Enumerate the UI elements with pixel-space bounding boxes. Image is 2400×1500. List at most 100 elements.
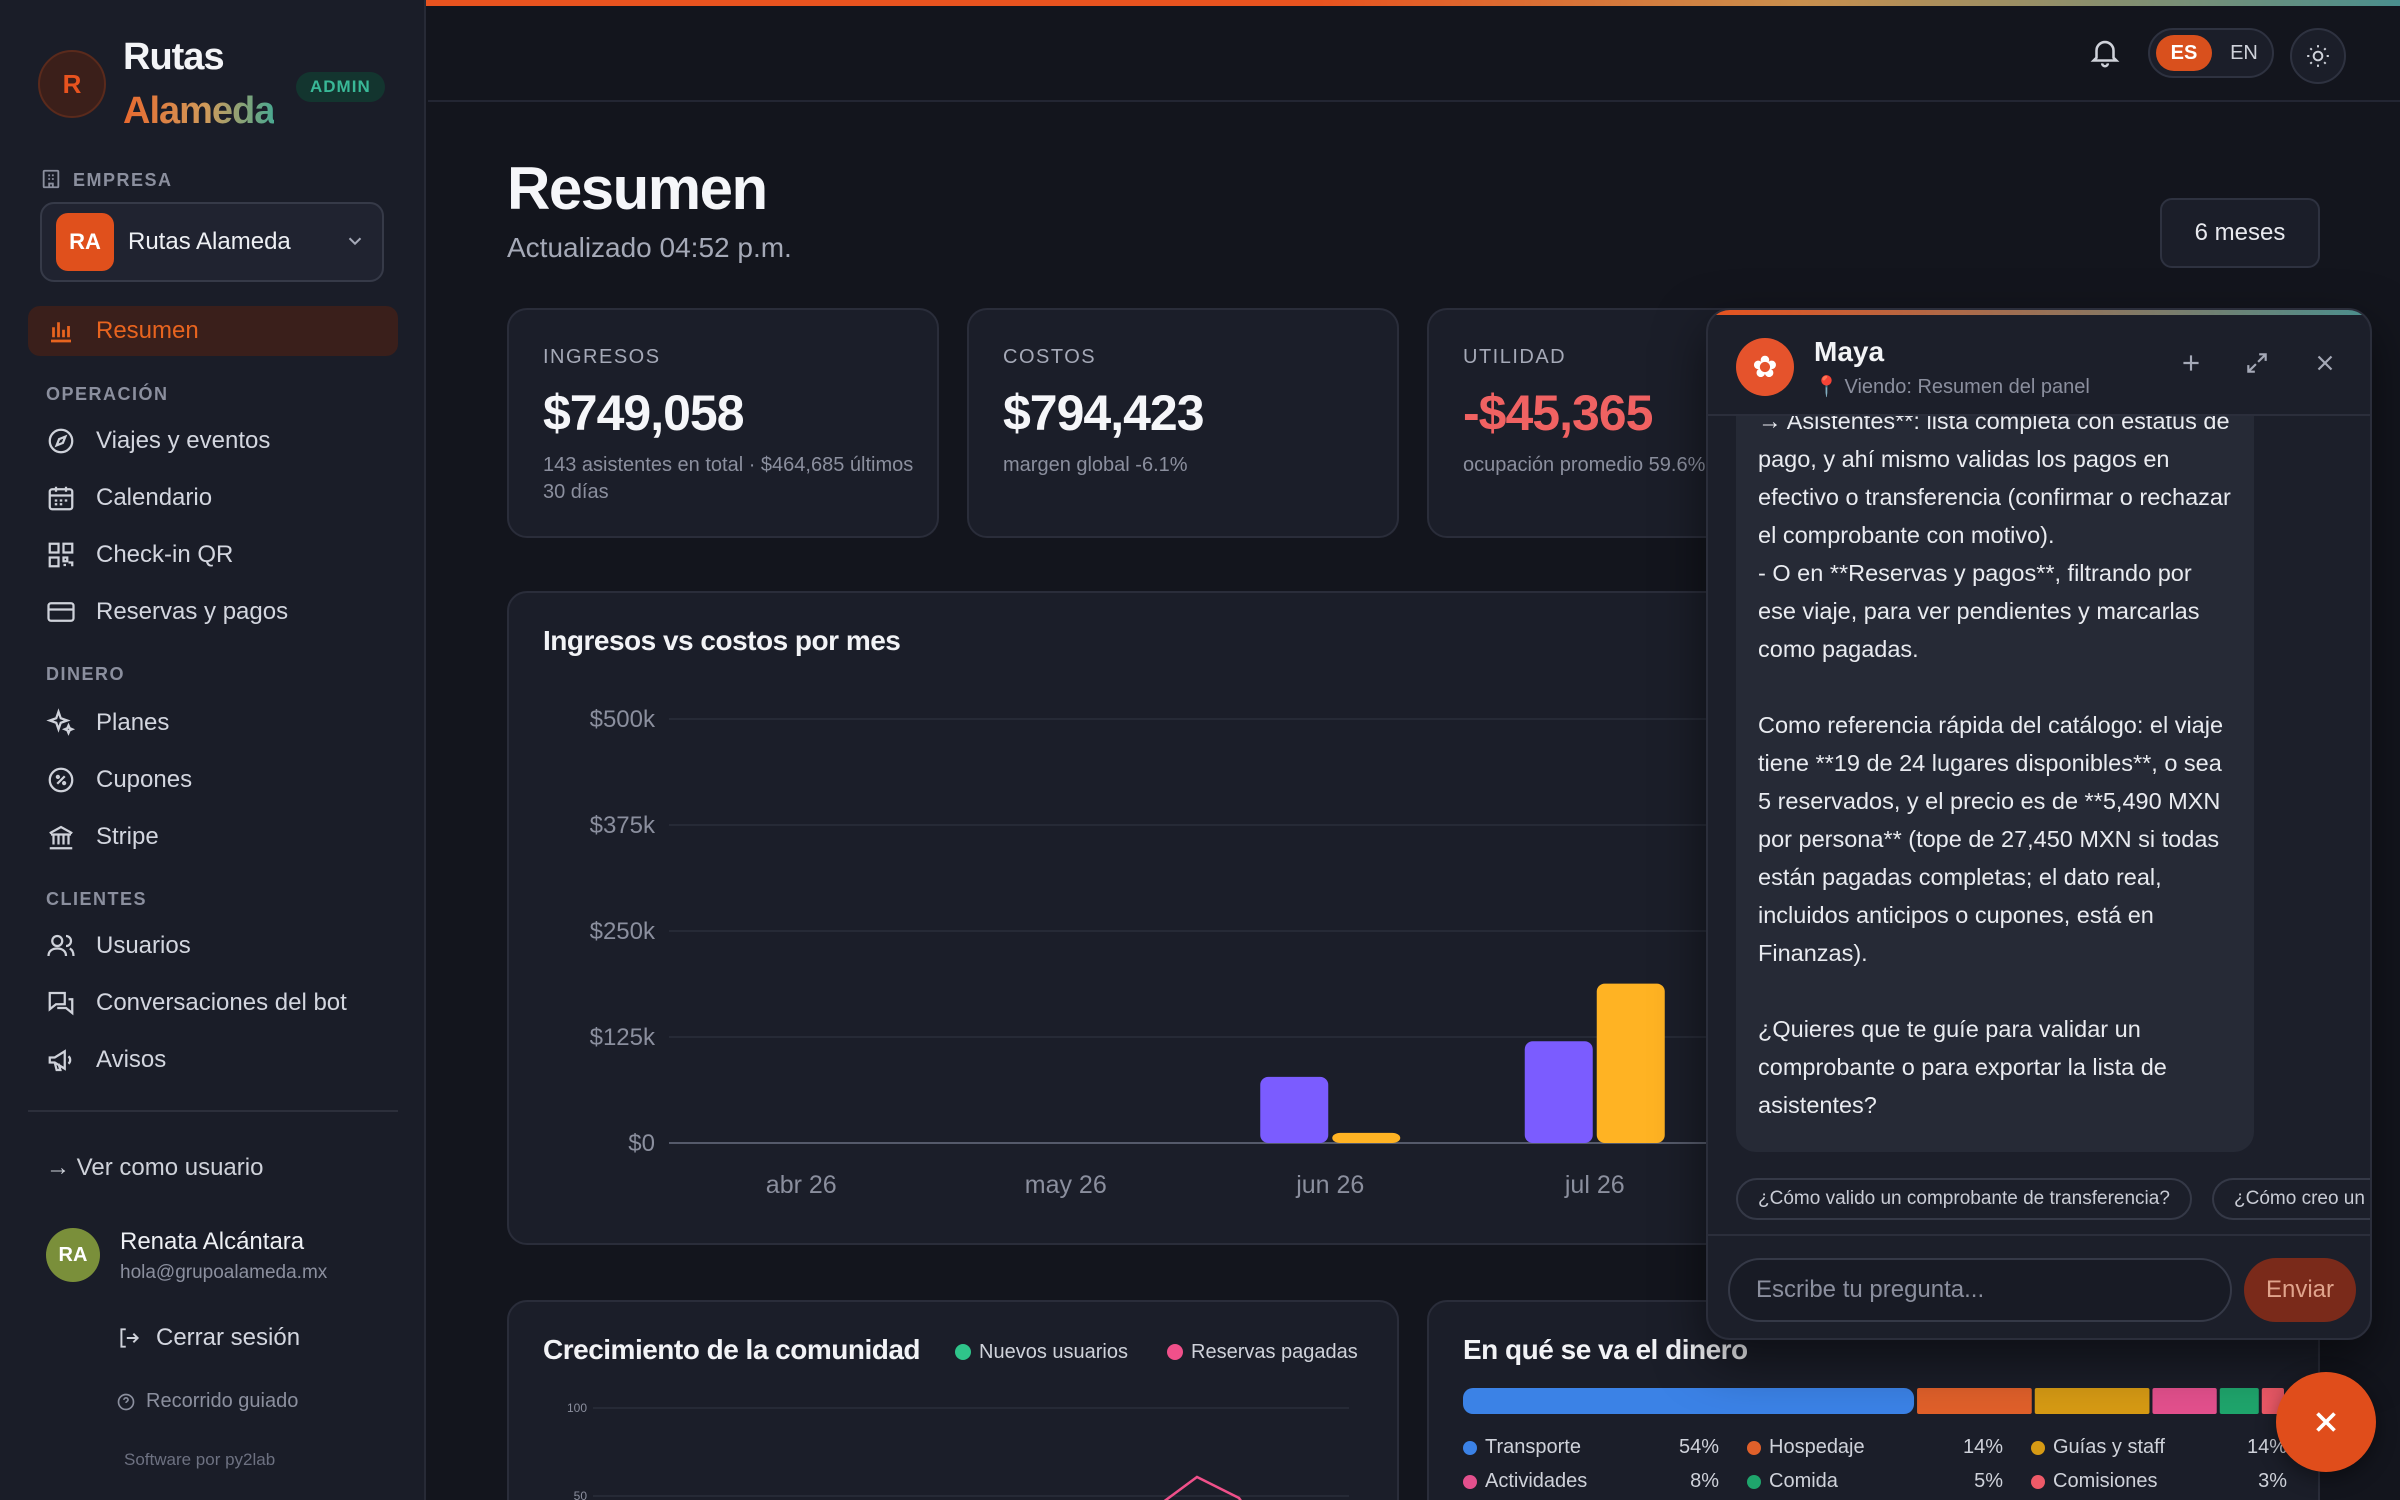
flower-icon: ✿ [1752, 350, 1778, 384]
legend-label: Guías y staff [2053, 1436, 2165, 1458]
kpi-label: COSTOS [1003, 346, 1097, 368]
period-selector[interactable]: 6 meses [2160, 198, 2320, 268]
x-tick-label: may 26 [1025, 1171, 1107, 1199]
sidebar-item-label: Conversaciones del bot [96, 989, 347, 1016]
section-label-operacion: OPERACIÓN [46, 384, 169, 404]
kpi-value: -$45,365 [1463, 385, 1653, 441]
x-tick-label: jul 26 [1564, 1171, 1625, 1199]
section-label-dinero: DINERO [46, 664, 126, 684]
sidebar-item-label: Cupones [96, 766, 193, 793]
sidebar-item-label: Check-in QR [96, 541, 234, 568]
message-text: → Asistentes**: lista completa con estat… [1758, 416, 2231, 1118]
plus-icon[interactable] [2178, 350, 2204, 376]
assistant-avatar: ✿ [1736, 338, 1794, 396]
brand-name-line2: Alameda [123, 90, 275, 132]
sidebar-item-calendario[interactable]: Calendario [28, 473, 398, 523]
user-name: Renata Alcántara [120, 1228, 305, 1255]
x-tick-label: abr 26 [766, 1171, 837, 1199]
legend-label: Actividades [1485, 1470, 1588, 1492]
logout-icon [120, 1328, 140, 1348]
kpi-label: INGRESOS [543, 346, 661, 368]
kpi-card-ingresos: INGRESOS $749,058 143 asistentes en tota… [507, 308, 939, 538]
language-en-button[interactable]: EN [2230, 41, 2258, 64]
company-section-label: EMPRESA [73, 170, 173, 190]
legend-swatch [1747, 1475, 1761, 1489]
sidebar-item-label: Calendario [96, 484, 213, 511]
sidebar-item-label: Avisos [96, 1046, 167, 1073]
credit-card-icon [47, 602, 75, 622]
language-es-button[interactable]: ES [2156, 35, 2212, 71]
y-tick-label: $250k [590, 918, 656, 945]
y-tick-label: $500k [590, 706, 656, 733]
logout-button[interactable]: Cerrar sesión [116, 1324, 300, 1352]
sidebar-item-conversaciones[interactable]: Conversaciones del bot [28, 978, 398, 1028]
close-chat-button[interactable] [2276, 1372, 2376, 1472]
updated-timestamp: Actualizado 04:52 p.m. [507, 232, 792, 263]
y-tick-label: $125k [590, 1024, 656, 1051]
kpi-subtext: 143 asistentes en total · $464,685 últim… [543, 454, 914, 503]
expand-icon[interactable] [2244, 350, 2270, 376]
sidebar-item-avisos[interactable]: Avisos [28, 1035, 398, 1085]
view-as-user-link[interactable]: → Ver como usuario [46, 1154, 264, 1181]
guided-tour-button[interactable]: Recorrido guiado [116, 1390, 298, 1413]
brand-name-line1: Rutas [123, 36, 225, 78]
chat-header: ✿ Maya 📍 Viendo: Resumen del panel [1708, 310, 2370, 416]
chat-bubbles-icon [48, 991, 74, 1016]
compass-icon [48, 428, 74, 454]
sidebar-item-label: Viajes y eventos [96, 427, 271, 454]
sidebar-item-cupones[interactable]: Cupones [28, 755, 398, 805]
x-tick-label: jun 26 [1295, 1171, 1364, 1199]
close-icon[interactable] [2312, 350, 2338, 376]
sidebar-item-label: Resumen [96, 317, 199, 344]
y-tick-label: 100 [567, 1401, 587, 1415]
logout-label: Cerrar sesión [156, 1324, 301, 1351]
chat-footer: Escribe tu pregunta... Enviar [1708, 1234, 2370, 1338]
sidebar-divider [28, 1110, 398, 1112]
kpi-label: UTILIDAD [1463, 346, 1567, 368]
sidebar-item-label: Usuarios [96, 932, 191, 959]
legend-percent: 8% [1690, 1470, 1719, 1492]
y-tick-label: 50 [574, 1489, 588, 1500]
close-icon [2316, 1412, 2336, 1432]
bar-chart-icon [51, 322, 71, 343]
sidebar-item-stripe[interactable]: Stripe [28, 812, 398, 862]
chart-card-comunidad: Crecimiento de la comunidad Nuevos usuar… [507, 1300, 1399, 1500]
assistant-chat-panel: ✿ Maya 📍 Viendo: Resumen del panel → Asi… [1706, 308, 2372, 1340]
sidebar-item-resumen[interactable]: Resumen [28, 306, 398, 356]
legend-label: Transporte [1485, 1436, 1581, 1458]
sidebar-item-checkin[interactable]: Check-in QR [28, 530, 398, 580]
legend-label: Reservas pagadas [1191, 1341, 1358, 1363]
bar [1332, 1132, 1401, 1143]
sidebar-item-planes[interactable]: Planes [28, 698, 398, 748]
sidebar-item-viajes[interactable]: Viajes y eventos [28, 416, 398, 466]
sidebar-item-usuarios[interactable]: Usuarios [28, 921, 398, 971]
stacked-segment [2219, 1388, 2259, 1414]
assistant-name: Maya [1814, 336, 1885, 367]
users-icon [47, 934, 75, 957]
sidebar-item-label: Reservas y pagos [96, 598, 289, 625]
kpi-subtext: margen global -6.1% [1003, 454, 1188, 476]
suggestion-chip[interactable]: ¿Cómo creo un [2212, 1178, 2370, 1220]
y-tick-label: $375k [590, 812, 656, 839]
theme-toggle-button[interactable] [2290, 28, 2346, 84]
bar [1260, 1076, 1329, 1143]
chart-title: En qué se va el dinero [1463, 1334, 1748, 1365]
legend-percent: 5% [1974, 1470, 2003, 1492]
help-circle-icon [117, 1393, 135, 1410]
top-accent-line [0, 0, 2400, 6]
legend-item: Guías y staff 14% [2031, 1436, 2287, 1459]
sidebar-item-label: Planes [96, 709, 170, 736]
chat-question-input[interactable]: Escribe tu pregunta... [1728, 1258, 2232, 1322]
bar-chart: $0 $125k $250k $375k $500k abr 26 may 26 jun 26… [590, 706, 1749, 1199]
admin-badge: ADMIN [296, 72, 385, 102]
suggestion-chip[interactable]: ¿Cómo valido un comprobante de transfere… [1736, 1178, 2192, 1220]
company-selector[interactable]: RA Rutas Alameda [40, 202, 384, 282]
send-button[interactable]: Enviar [2244, 1258, 2356, 1322]
legend-item: Comisiones 3% [2031, 1470, 2287, 1493]
bell-icon[interactable] [2088, 34, 2122, 70]
legend-item: Hospedaje 14% [1747, 1436, 2003, 1459]
sidebar-item-reservas[interactable]: Reservas y pagos [28, 587, 398, 637]
brand-logo: R [38, 50, 106, 118]
legend-item: Actividades 8% [1463, 1470, 1719, 1493]
kpi-card-costos: COSTOS $794,423 margen global -6.1% [967, 308, 1399, 538]
